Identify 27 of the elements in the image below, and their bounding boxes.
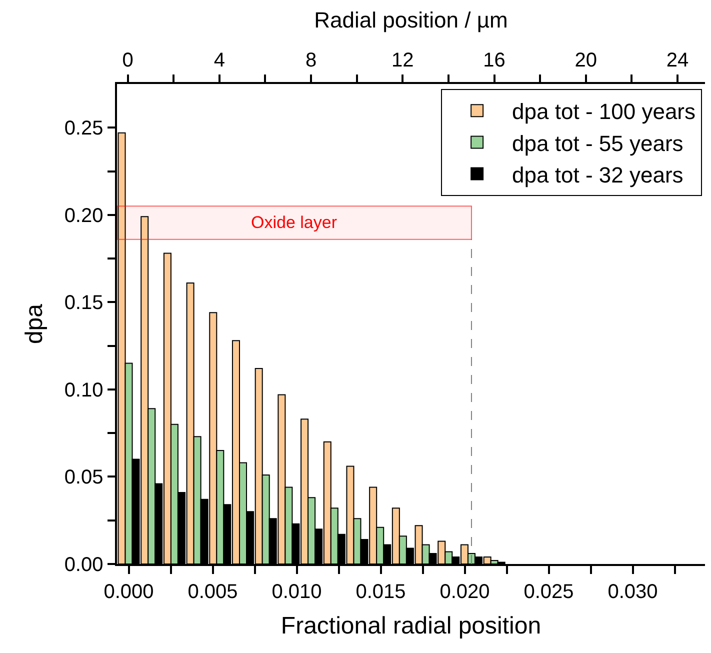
x-tick-label: 0.000 [104, 580, 154, 603]
y-tick-label: 0.15 [64, 292, 104, 314]
x-tick-label: 0.020 [440, 580, 490, 603]
x2-tick-label: 4 [214, 49, 225, 72]
y-tick-label: 0.05 [64, 466, 104, 489]
y-tick-label: 0.00 [64, 554, 104, 576]
x2-tick-label: 8 [305, 49, 317, 72]
x2-tick-label: 0 [122, 49, 134, 72]
y-tick-label: 0.20 [64, 204, 104, 227]
x2-tick-label: 20 [574, 49, 598, 72]
x2-tick-label: 24 [666, 49, 689, 72]
y-tick-label: 0.25 [64, 118, 104, 140]
legend-label: dpa tot - 100 years [512, 99, 696, 124]
x-tick-label: 0.025 [524, 580, 574, 603]
x-axis-title: Fractional radial position [280, 612, 542, 640]
band-label: Oxide layer [251, 213, 338, 232]
x2-tick-label: 12 [392, 49, 414, 72]
y-axis-title: dpa [20, 303, 48, 344]
x-tick-label: 0.030 [608, 580, 658, 603]
x-tick-label: 0.010 [272, 580, 322, 603]
x2-tick-label: 16 [483, 49, 506, 72]
legend-label: dpa tot - 32 years [512, 162, 684, 188]
x2-axis-title: Radial position / µm [314, 8, 508, 33]
x-tick-label: 0.005 [188, 580, 238, 603]
x-tick-label: 0.015 [356, 580, 406, 603]
legend-label: dpa tot - 55 years [512, 130, 684, 156]
y-tick-label: 0.10 [64, 379, 104, 402]
